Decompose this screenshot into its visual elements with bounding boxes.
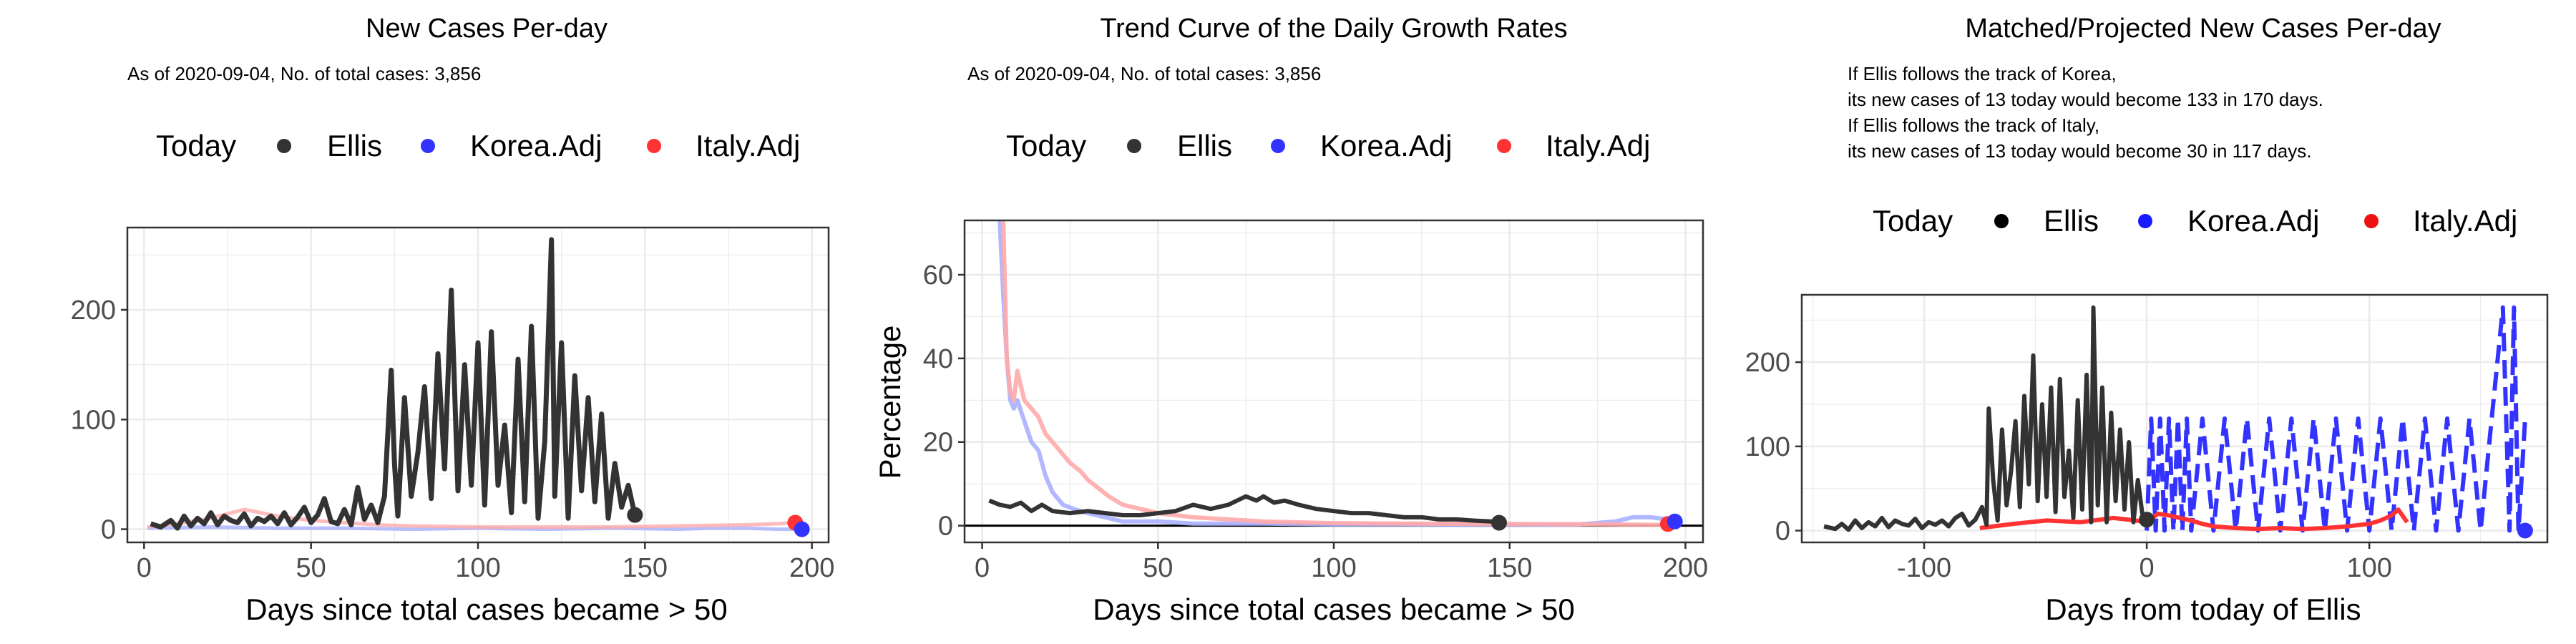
y-tick-label: 100 xyxy=(1745,432,1790,462)
x-tick-label: -100 xyxy=(1897,553,1951,583)
panel1-legend: Today Ellis Korea.Adj Italy.Adj xyxy=(156,129,800,162)
series-line-ellis xyxy=(150,237,638,531)
today-point-ellis xyxy=(2139,512,2155,528)
panel1-subtitle: As of 2020-09-04, No. of total cases: 3,… xyxy=(127,63,481,84)
x-tick-label: 150 xyxy=(1487,553,1532,583)
legend-key-ellis xyxy=(1127,139,1141,153)
legend-key-italy xyxy=(2364,214,2379,228)
today-point-ellis xyxy=(627,507,643,523)
legend-title: Today xyxy=(1006,129,1086,162)
panel2-plot-area: 0 50 100 150 200 0 20 40 60 xyxy=(923,219,1708,583)
panel1-x-axis-label: Days since total cases became > 50 xyxy=(245,592,728,626)
legend-label-italy: Italy.Adj xyxy=(2413,204,2517,238)
panel3-subtitle-line-1: If Ellis follows the track of Korea, xyxy=(1848,63,2117,84)
legend-label-ellis: Ellis xyxy=(1177,129,1232,162)
legend-label-ellis: Ellis xyxy=(327,129,382,162)
panel2-title: Trend Curve of the Daily Growth Rates xyxy=(1100,14,1567,44)
x-tick-label: 100 xyxy=(455,553,500,583)
x-tick-label: 0 xyxy=(137,553,152,583)
legend-label-italy: Italy.Adj xyxy=(1546,129,1650,162)
y-tick-label: 0 xyxy=(1775,517,1790,547)
y-tick-label: 20 xyxy=(923,428,953,458)
panel3-x-axis-label: Days from today of Ellis xyxy=(2045,592,2361,626)
panel3-subtitle-line-4: its new cases of 13 today would become 3… xyxy=(1848,140,2311,162)
legend-label-korea: Korea.Adj xyxy=(2187,204,2319,238)
legend-key-korea xyxy=(421,139,435,153)
x-tick-label: 100 xyxy=(1311,553,1356,583)
legend-label-ellis: Ellis xyxy=(2044,204,2099,238)
y-tick-label: 40 xyxy=(923,344,953,374)
panel3-subtitle-line-2: its new cases of 13 today would become 1… xyxy=(1848,89,2323,110)
today-point-korea-adj xyxy=(1667,513,1683,530)
panel2-subtitle: As of 2020-09-04, No. of total cases: 3,… xyxy=(967,63,1321,84)
x-tick-label: 200 xyxy=(1663,553,1708,583)
x-tick-label: 0 xyxy=(2140,553,2155,583)
legend-key-korea xyxy=(1271,139,1285,153)
series-line-italy-adj xyxy=(147,507,796,529)
series-line-ellis xyxy=(988,494,1499,524)
series-line-korea-adj xyxy=(147,525,802,532)
today-point-korea-adj xyxy=(794,521,810,537)
panel-growth-rates: Trend Curve of the Daily Growth Rates As… xyxy=(873,14,1708,626)
y-tick-label: 60 xyxy=(923,260,953,291)
x-tick-label: 100 xyxy=(2346,553,2391,583)
y-tick-label: 0 xyxy=(938,512,953,542)
panel-new-cases: New Cases Per-day As of 2020-09-04, No. … xyxy=(71,14,835,626)
y-tick-label: 200 xyxy=(71,296,116,326)
y-tick-label: 200 xyxy=(1745,348,1790,378)
panel3-legend: Today Ellis Korea.Adj Italy.Adj xyxy=(1873,204,2517,238)
today-point-korea-adj xyxy=(2517,522,2533,539)
panel1-plot-area: 0 50 100 150 200 0 100 200 xyxy=(71,226,834,583)
panel3-plot-area: -100 0 100 0 100 200 xyxy=(1745,293,2549,583)
panel1-title: New Cases Per-day xyxy=(366,14,608,44)
x-tick-label: 50 xyxy=(296,553,326,583)
legend-label-italy: Italy.Adj xyxy=(696,129,800,162)
y-tick-label: 100 xyxy=(71,405,116,435)
series-line-italy-adj xyxy=(1001,220,1668,527)
today-point-ellis xyxy=(1491,514,1507,531)
x-tick-label: 50 xyxy=(1143,553,1173,583)
legend-label-korea: Korea.Adj xyxy=(1320,129,1452,162)
x-tick-label: 150 xyxy=(623,553,668,583)
x-tick-label: 0 xyxy=(975,553,990,583)
panel2-y-axis-label: Percentage xyxy=(873,326,907,479)
series-line-ellis xyxy=(1823,305,2149,532)
legend-key-ellis xyxy=(277,139,291,153)
legend-title: Today xyxy=(1873,204,1953,238)
y-tick-label: 0 xyxy=(101,515,116,545)
legend-key-ellis xyxy=(1994,214,2009,228)
panel-projected-cases: Matched/Projected New Cases Per-day If E… xyxy=(1745,14,2549,626)
panel-border xyxy=(1800,293,2549,544)
x-tick-label: 200 xyxy=(789,553,834,583)
legend-key-italy xyxy=(647,139,661,153)
panel3-subtitle-line-3: If Ellis follows the track of Italy, xyxy=(1848,114,2099,136)
legend-label-korea: Korea.Adj xyxy=(470,129,602,162)
legend-title: Today xyxy=(156,129,236,162)
panel3-title: Matched/Projected New Cases Per-day xyxy=(1965,14,2441,44)
legend-key-italy xyxy=(1497,139,1511,153)
legend-key-korea xyxy=(2138,214,2152,228)
panel2-x-axis-label: Days since total cases became > 50 xyxy=(1093,592,1575,626)
panel2-legend: Today Ellis Korea.Adj Italy.Adj xyxy=(1006,129,1650,162)
